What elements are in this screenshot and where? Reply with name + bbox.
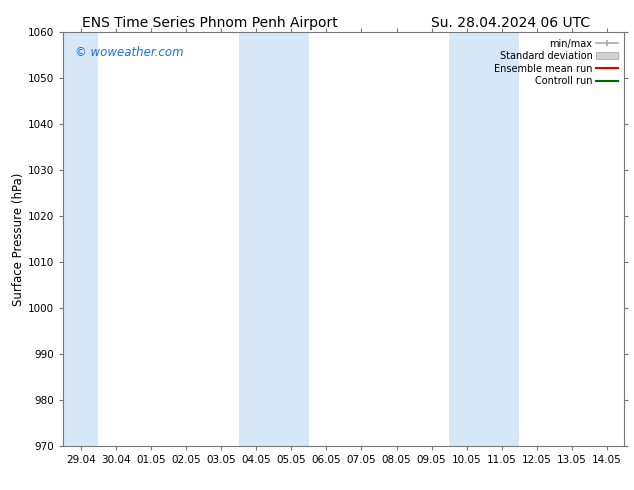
Text: ENS Time Series Phnom Penh Airport: ENS Time Series Phnom Penh Airport (82, 16, 338, 30)
Text: © woweather.com: © woweather.com (75, 47, 183, 59)
Bar (449, 32, 519, 446)
Text: Su. 28.04.2024 06 UTC: Su. 28.04.2024 06 UTC (431, 16, 590, 30)
Bar (63, 32, 98, 446)
Y-axis label: Surface Pressure (hPa): Surface Pressure (hPa) (12, 172, 25, 306)
Legend: min/max, Standard deviation, Ensemble mean run, Controll run: min/max, Standard deviation, Ensemble me… (492, 37, 619, 88)
Bar (239, 32, 309, 446)
